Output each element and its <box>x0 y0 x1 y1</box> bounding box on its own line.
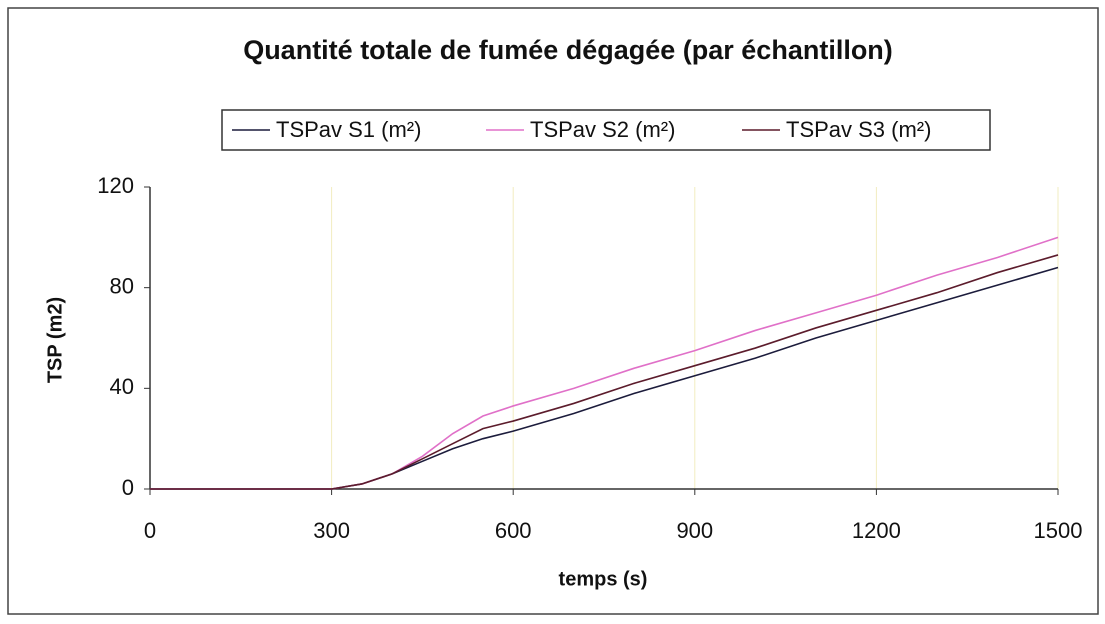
x-tick-label: 0 <box>144 518 156 543</box>
y-tick-label: 120 <box>97 173 134 198</box>
x-tick-label: 300 <box>313 518 350 543</box>
legend-label: TSPav S2 (m²) <box>530 117 675 142</box>
chart-frame <box>7 7 1099 615</box>
y-tick-label: 80 <box>110 273 134 298</box>
x-tick-label: 900 <box>676 518 713 543</box>
y-tick-label: 40 <box>110 374 134 399</box>
x-tick-label: 600 <box>495 518 532 543</box>
data-line <box>150 254 1059 490</box>
legend-box <box>221 109 991 151</box>
x-axis-label: temps (s) <box>559 568 648 590</box>
y-axis-label: TSP (m2) <box>44 297 66 383</box>
chart-title: Quantité totale de fumée dégagée (par éc… <box>243 35 893 65</box>
x-tick-label: 1200 <box>852 518 901 543</box>
legend-label: TSPav S3 (m²) <box>786 117 931 142</box>
legend-label: TSPav S1 (m²) <box>276 117 421 142</box>
y-tick-label: 0 <box>122 475 134 500</box>
x-tick-label: 1500 <box>1034 518 1083 543</box>
